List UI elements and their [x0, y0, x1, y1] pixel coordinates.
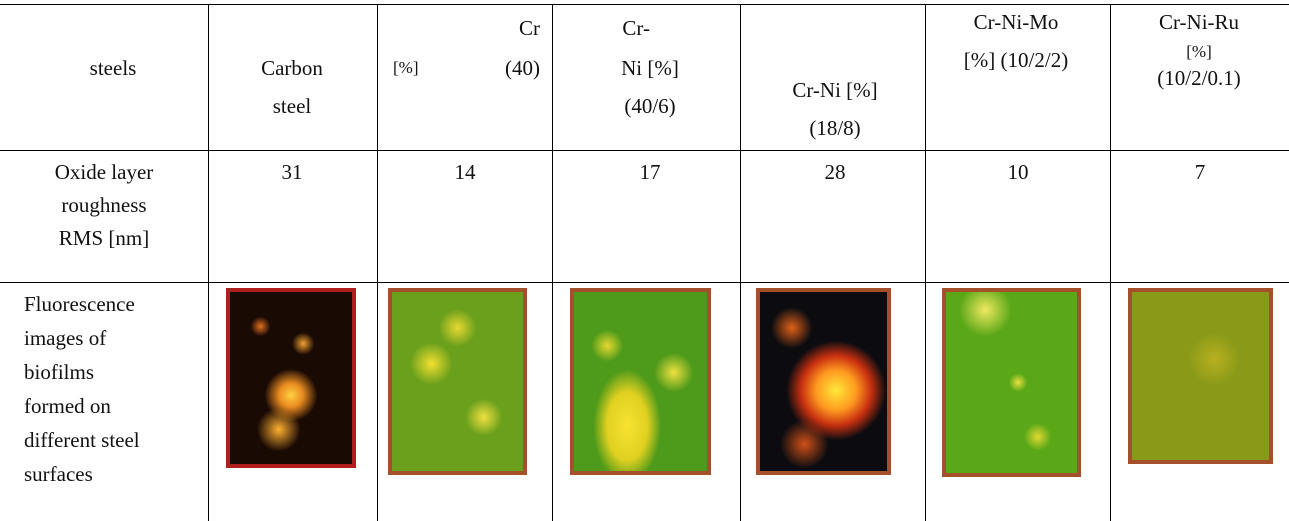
row-label: roughness	[61, 193, 146, 217]
fluorescence-image	[942, 288, 1081, 477]
rule	[208, 4, 209, 521]
fluorescence-image	[226, 288, 356, 468]
rule	[0, 282, 1289, 283]
fluorescence-image	[756, 288, 891, 475]
rule	[552, 4, 553, 521]
row-label: formed on	[24, 394, 111, 418]
table-cell: 28	[825, 160, 846, 184]
row-label: Oxide layer	[55, 160, 154, 184]
header-cell: Cr-Ni-Ru	[1159, 10, 1239, 34]
header-cell: (18/8)	[809, 116, 860, 140]
rule	[0, 150, 1289, 151]
table-cell: 17	[640, 160, 661, 184]
header-cell: Cr	[519, 16, 540, 40]
table-page: steelsCarbonsteel[%]Cr(40)Cr-Ni [%](40/6…	[0, 0, 1289, 521]
header-cell: Ni [%]	[621, 56, 679, 80]
header-cell: Carbon	[261, 56, 323, 80]
table-cell: 10	[1008, 160, 1029, 184]
rule	[377, 4, 378, 521]
row-label: images of	[24, 326, 106, 350]
header-cell: Cr-	[622, 16, 650, 40]
row-label: biofilms	[24, 360, 94, 384]
rule	[740, 4, 741, 521]
fluorescence-image	[388, 288, 527, 475]
header-cell: [%]	[393, 56, 418, 80]
row-label: surfaces	[24, 462, 93, 486]
fluorescence-image	[570, 288, 711, 475]
table-cell: 31	[282, 160, 303, 184]
header-cell: steel	[273, 94, 311, 118]
rule	[0, 4, 1289, 5]
header-cell: [%] (10/2/2)	[964, 48, 1068, 72]
fluorescence-image	[1128, 288, 1273, 464]
header-cell: (40/6)	[624, 94, 675, 118]
table-cell: 14	[455, 160, 476, 184]
header-cell: steels	[90, 56, 137, 80]
row-label: RMS [nm]	[59, 226, 149, 250]
row-label: Fluorescence	[24, 292, 135, 316]
header-cell: Cr-Ni [%]	[792, 78, 877, 102]
rule	[1110, 4, 1111, 521]
rule	[925, 4, 926, 521]
header-cell: Cr-Ni-Mo	[974, 10, 1059, 34]
header-cell: (40)	[505, 56, 540, 80]
table-cell: 7	[1195, 160, 1206, 184]
header-cell: (10/2/0.1)	[1157, 66, 1240, 90]
row-label: different steel	[24, 428, 140, 452]
header-cell: [%]	[1186, 40, 1211, 64]
